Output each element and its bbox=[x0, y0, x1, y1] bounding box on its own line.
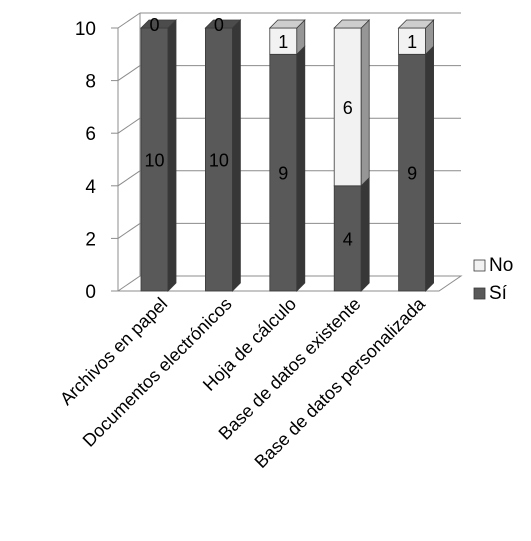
bar-data-label: 0 bbox=[214, 15, 224, 35]
bar-data-label: 10 bbox=[144, 151, 164, 171]
bar-data-label: 0 bbox=[149, 15, 159, 35]
bar-segment-side bbox=[231, 19, 241, 292]
bar-data-label: 1 bbox=[278, 32, 288, 52]
bar-top-face bbox=[204, 19, 242, 29]
bar-segment-front bbox=[398, 27, 427, 55]
bar-data-label: 10 bbox=[209, 151, 229, 171]
bar-data-label: 9 bbox=[278, 164, 288, 184]
gridline-side bbox=[117, 170, 141, 187]
x-category-label: Archivos en papel bbox=[56, 294, 171, 409]
bar-segment-front bbox=[204, 27, 233, 292]
legend-swatch bbox=[473, 287, 486, 300]
bar-data-label: 9 bbox=[407, 164, 417, 184]
bar-segment-front bbox=[269, 53, 298, 292]
bar-segment-side bbox=[296, 45, 306, 292]
y-tick-label: 10 bbox=[75, 19, 96, 40]
y-tick-label: 2 bbox=[85, 229, 96, 250]
legend-swatch bbox=[473, 259, 486, 272]
bar-segment-front bbox=[398, 53, 427, 292]
bar-segment-front bbox=[333, 185, 362, 292]
data-labels: 10 0 10 0 9 1 4 6 9 1 bbox=[144, 15, 417, 249]
legend-label: No bbox=[489, 255, 513, 276]
bar-segment-side bbox=[425, 45, 435, 292]
bar-segment-side bbox=[360, 19, 370, 187]
legend-label: Sí bbox=[489, 283, 508, 304]
gridline-side bbox=[117, 117, 141, 134]
bar-top-face bbox=[397, 19, 435, 29]
bar-segment-side bbox=[167, 19, 177, 292]
gridline-side bbox=[117, 222, 141, 239]
bar-top-face bbox=[140, 19, 177, 29]
y-tick-label: 8 bbox=[85, 72, 96, 93]
y-tick-label: 4 bbox=[85, 177, 96, 198]
bar-top-face bbox=[268, 19, 306, 29]
bar-data-label: 4 bbox=[343, 229, 353, 249]
legend: No Sí bbox=[473, 255, 513, 304]
bar-segment-front bbox=[333, 27, 362, 187]
bars bbox=[140, 19, 435, 292]
y-tick-label: 0 bbox=[85, 282, 96, 303]
y-tick-label: 6 bbox=[85, 124, 96, 145]
bar-data-label: 6 bbox=[343, 98, 353, 118]
gridline-side bbox=[117, 12, 141, 29]
bar-top-face bbox=[333, 19, 371, 29]
y-axis-ticks: 0 2 4 6 8 10 bbox=[75, 19, 118, 303]
gridline-side bbox=[117, 65, 141, 82]
bar-data-label: 1 bbox=[407, 32, 417, 52]
bar-segment-side bbox=[360, 176, 370, 292]
